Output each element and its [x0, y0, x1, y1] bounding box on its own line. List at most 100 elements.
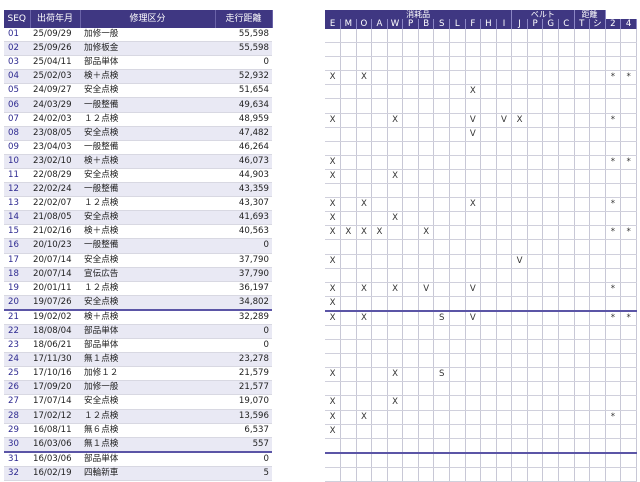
matrix-row[interactable]: X	[325, 84, 637, 100]
table-row[interactable]: 17 20/07/14 安全点検 37,790	[4, 253, 272, 268]
matrix-row[interactable]: X	[325, 424, 637, 439]
code-header[interactable]: T	[574, 19, 591, 29]
code-header[interactable]: G	[542, 19, 559, 29]
matrix-row[interactable]	[325, 56, 637, 72]
matrix-row[interactable]	[325, 98, 637, 114]
table-row[interactable]: 22 18/08/04 部品単体 0	[4, 324, 272, 340]
mark-cell	[511, 339, 528, 355]
table-row[interactable]: 03 25/04/11 部品単体 0	[4, 55, 272, 71]
matrix-row[interactable]: X X X *	[325, 197, 637, 213]
mark-cell: X	[387, 211, 404, 227]
repair-type-header[interactable]: 修理区分	[80, 10, 216, 28]
code-header[interactable]: シ	[589, 19, 606, 29]
code-header[interactable]: P	[527, 19, 544, 29]
code-header[interactable]: H	[480, 19, 497, 29]
matrix-row[interactable]	[325, 183, 637, 199]
seq-header[interactable]: SEQ	[4, 10, 31, 28]
table-row[interactable]: 28 17/02/12 １２点検 13,596	[4, 409, 272, 424]
matrix-row[interactable]	[325, 339, 637, 355]
table-row[interactable]: 20 19/07/26 安全点検 34,802	[4, 295, 272, 311]
table-row[interactable]: 07 24/02/03 １２点検 48,959	[4, 112, 272, 127]
matrix-row[interactable]: X X X X X * *	[325, 225, 637, 241]
mark-cell	[340, 169, 357, 185]
table-row[interactable]: 14 21/08/05 安全点検 41,693	[4, 210, 272, 226]
table-row[interactable]: 19 20/01/11 １２点検 36,197	[4, 281, 272, 296]
table-row[interactable]: 15 21/02/16 検＋点検 40,563	[4, 224, 272, 240]
matrix-row[interactable]	[325, 467, 637, 482]
table-row[interactable]: 05 24/09/27 安全点検 51,654	[4, 83, 272, 99]
table-row[interactable]: 02 25/09/26 加修板金 55,598	[4, 41, 272, 57]
table-row[interactable]: 04 25/02/03 検＋点検 52,932	[4, 69, 272, 85]
code-header[interactable]: J	[511, 19, 528, 29]
code-header[interactable]: F	[465, 19, 482, 29]
matrix-row[interactable]	[325, 42, 637, 58]
code-header[interactable]: B	[418, 19, 435, 29]
matrix-row[interactable]: X X V V X *	[325, 113, 637, 128]
matrix-row[interactable]: V	[325, 127, 637, 142]
matrix-row[interactable]: X	[325, 296, 637, 312]
matrix-row[interactable]	[325, 451, 637, 468]
mark-cell	[371, 438, 388, 454]
table-row[interactable]: 26 17/09/20 加修一般 21,577	[4, 380, 272, 396]
matrix-row[interactable]: X * *	[325, 155, 637, 170]
matrix-row[interactable]: X X * *	[325, 70, 637, 86]
matrix-row[interactable]	[325, 438, 637, 454]
matrix-row[interactable]	[325, 381, 637, 397]
table-row[interactable]: 10 23/02/10 検＋点検 46,073	[4, 154, 272, 169]
seq-cell: 31	[4, 450, 30, 467]
matrix-row[interactable]	[325, 268, 637, 283]
matrix-row[interactable]: X X *	[325, 410, 637, 425]
mark-cell	[480, 353, 497, 369]
code-header[interactable]: E	[325, 19, 342, 29]
mark-cell	[511, 325, 528, 341]
table-row[interactable]: 31 16/03/06 部品単体 0	[4, 450, 272, 467]
table-row[interactable]: 06 24/03/29 一般整備 49,634	[4, 97, 272, 113]
ship-date-header[interactable]: 出荷年月	[30, 10, 81, 28]
matrix-row[interactable]	[325, 353, 637, 369]
mileage-header[interactable]: 走行距離	[215, 10, 273, 28]
matrix-row[interactable]	[325, 325, 637, 341]
table-row[interactable]: 01 25/09/29 加修一般 55,598	[4, 28, 272, 43]
code-header[interactable]: M	[340, 19, 357, 29]
code-header[interactable]: C	[558, 19, 575, 29]
table-row[interactable]: 11 22/08/29 安全点検 44,903	[4, 168, 272, 184]
matrix-row[interactable]: X X X V V *	[325, 282, 637, 297]
code-header[interactable]: I	[496, 19, 513, 29]
table-row[interactable]: 12 22/02/24 一般整備 43,359	[4, 182, 272, 198]
mark-cell	[511, 309, 528, 326]
mark-cell	[356, 42, 373, 58]
code-header[interactable]: 4	[620, 19, 637, 29]
code-header[interactable]: O	[356, 19, 373, 29]
code-header[interactable]: S	[433, 19, 450, 29]
table-row[interactable]: 30 16/03/06 無１点検 557	[4, 437, 272, 453]
table-row[interactable]: 21 19/02/02 検＋点検 32,289	[4, 308, 272, 325]
table-row[interactable]: 23 18/06/21 部品単体 0	[4, 338, 272, 354]
mark-cell	[433, 268, 450, 283]
table-row[interactable]: 08 23/08/05 安全点検 47,482	[4, 126, 272, 141]
table-row[interactable]: 29 16/08/11 無６点検 6,537	[4, 423, 272, 438]
table-row[interactable]: 32 16/02/19 四輪新車 5	[4, 466, 272, 482]
code-header[interactable]: W	[387, 19, 404, 29]
table-row[interactable]: 25 17/10/16 加修１２ 21,579	[4, 366, 272, 382]
table-row[interactable]: 18 20/07/14 宣伝広告 37,790	[4, 267, 272, 282]
code-header[interactable]: 2	[605, 19, 622, 29]
table-row[interactable]: 09 23/04/03 一般整備 46,264	[4, 140, 272, 155]
matrix-row[interactable]: X X S V * *	[325, 309, 637, 326]
code-header[interactable]: A	[371, 19, 388, 29]
table-row[interactable]: 13 22/02/07 １２点検 43,307	[4, 196, 272, 212]
matrix-row[interactable]	[325, 29, 637, 44]
seq-cell: 12	[4, 182, 30, 198]
code-header[interactable]: L	[449, 19, 466, 29]
matrix-row[interactable]	[325, 141, 637, 156]
table-row[interactable]: 16 20/10/23 一般整備 0	[4, 238, 272, 254]
table-row[interactable]: 27 17/07/14 安全点検 19,070	[4, 394, 272, 410]
matrix-row[interactable]	[325, 239, 637, 255]
table-row[interactable]: 24 17/11/30 無１点検 23,278	[4, 352, 272, 368]
mark-cell	[402, 296, 419, 312]
code-header[interactable]: P	[402, 19, 419, 29]
